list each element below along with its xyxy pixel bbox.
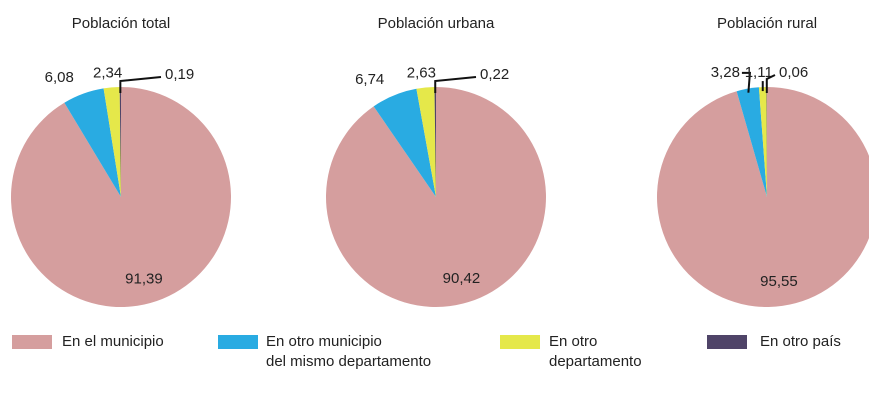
pie-slice: [758, 87, 767, 197]
leader-line: [765, 74, 776, 94]
value-label: 91,39: [125, 271, 163, 288]
leader-line: [119, 76, 162, 94]
value-label: 90,42: [443, 270, 481, 287]
value-label: 1,11: [745, 64, 773, 81]
pie-slice: [119, 87, 121, 197]
value-label: 0,22: [480, 66, 509, 83]
value-label: 2,63: [407, 64, 436, 81]
chart-title: Población urbana: [378, 15, 495, 32]
pie-slice: [64, 88, 121, 197]
value-label: 6,74: [355, 71, 384, 88]
legend-label: En otro municipio del mismo departamento: [266, 333, 432, 370]
value-label: 0,06: [779, 64, 808, 81]
pie-slice: [373, 88, 436, 197]
legend-label: En el municipio: [62, 333, 164, 350]
legend-swatch: [500, 335, 540, 349]
value-label: 6,08: [45, 69, 74, 86]
value-label: 3,28: [711, 64, 740, 81]
pie-slice: [657, 87, 869, 307]
value-label: 95,55: [760, 273, 798, 290]
pie-slice: [416, 87, 436, 197]
legend-label: En otro departamento: [549, 333, 642, 370]
leader-line: [741, 71, 752, 93]
pie-slice: [736, 87, 767, 197]
legend-label: En otro país: [760, 333, 841, 350]
value-label: 2,34: [93, 64, 122, 81]
value-label: 0,19: [165, 66, 194, 83]
legend-swatch: [12, 335, 52, 349]
leader-line: [434, 76, 477, 94]
pie-slice: [434, 87, 436, 197]
legend-swatch: [707, 335, 747, 349]
chart-title: Población rural: [717, 15, 817, 32]
legend-swatch: [218, 335, 258, 349]
pie-slice: [103, 87, 121, 197]
chart-title: Población total: [72, 15, 170, 32]
